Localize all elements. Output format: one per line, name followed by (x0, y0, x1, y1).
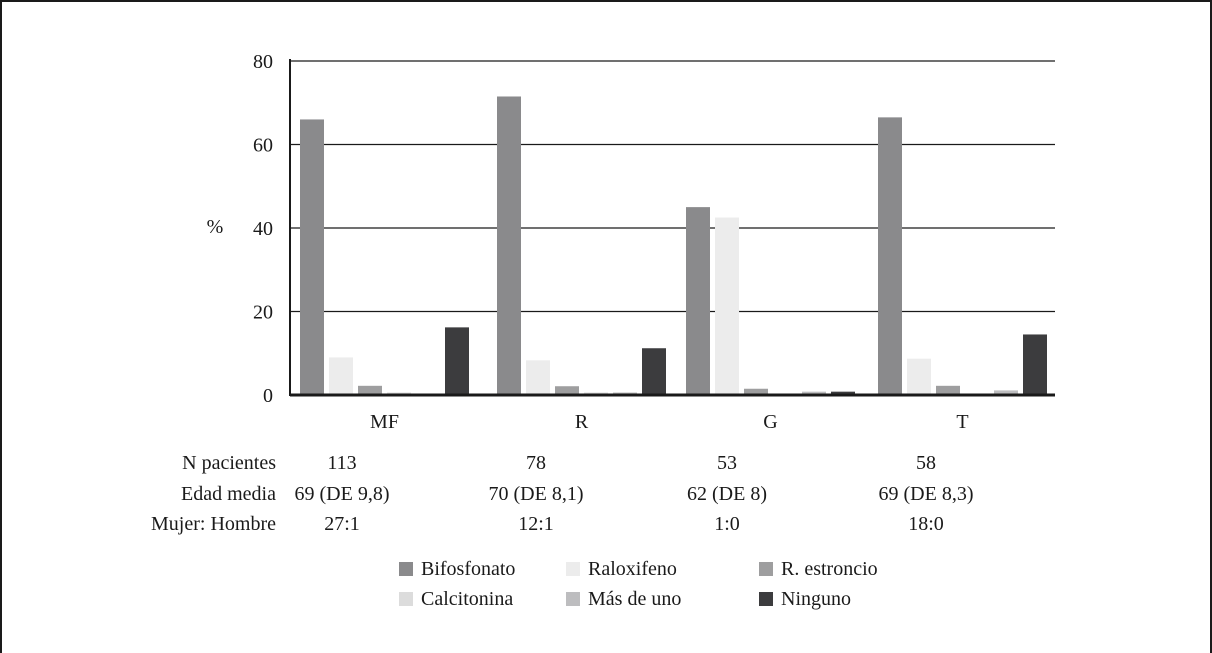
x-tick-label-r: R (575, 411, 589, 433)
y-tick-labels: 0 20 40 60 80 (253, 51, 273, 407)
y-tick-label: 0 (263, 385, 273, 407)
legend-label: R. estroncio (781, 558, 878, 580)
bar-r-raloxifeno (526, 360, 550, 395)
bar-r-ninguno (642, 348, 666, 395)
table-cell: 70 (DE 8,1) (489, 483, 584, 505)
bar-g-bifosfonato (686, 207, 710, 395)
gridlines (290, 60, 1055, 313)
x-tick-labels: MF R G T (370, 411, 969, 433)
bars (300, 96, 1047, 396)
legend: Bifosfonato Raloxifeno R. estroncio Calcito… (399, 558, 878, 610)
bar-t-mas-de-uno (994, 390, 1018, 395)
table-cell: 27:1 (324, 513, 360, 535)
table-row-label: N pacientes (182, 452, 276, 474)
bar-mf-raloxifeno (329, 357, 353, 395)
legend-swatch (566, 592, 580, 606)
bar-mf-r-estroncio (358, 385, 382, 395)
bar-r-r-estroncio (555, 386, 579, 395)
legend-label: Bifosfonato (421, 558, 515, 580)
legend-item-bifosfonato: Bifosfonato (399, 558, 515, 580)
y-tick-label: 60 (253, 135, 273, 157)
bar-t-r-estroncio (936, 385, 960, 395)
table-row-label: Edad media (181, 483, 276, 505)
bar-t-ninguno (1023, 334, 1047, 395)
bar-t-bifosfonato (878, 117, 902, 396)
legend-label: Más de uno (588, 588, 681, 610)
table-cell: 113 (327, 452, 356, 474)
legend-label: Calcitonina (421, 588, 513, 610)
bar-mf-bifosfonato (300, 119, 324, 395)
legend-item-raloxifeno: Raloxifeno (566, 558, 677, 580)
table-cell: 18:0 (908, 513, 944, 535)
legend-item-calcitonina: Calcitonina (399, 588, 513, 610)
legend-swatch (399, 562, 413, 576)
legend-label: Ninguno (781, 588, 851, 610)
bar-g-ninguno (831, 391, 855, 395)
legend-swatch (399, 592, 413, 606)
table-cell: 69 (DE 9,8) (295, 483, 390, 505)
y-tick-label: 80 (253, 51, 273, 73)
x-tick-label-t: T (956, 411, 968, 433)
legend-swatch (566, 562, 580, 576)
table-cell: 12:1 (518, 513, 554, 535)
table-cell: 1:0 (714, 513, 740, 535)
table-cell: 69 (DE 8,3) (879, 483, 974, 505)
table-row-label: Mujer: Hombre (151, 513, 276, 535)
legend-item-mas-de-uno: Más de uno (566, 588, 681, 610)
table-cell: 78 (526, 452, 546, 474)
table-cell: 62 (DE 8) (687, 483, 767, 505)
legend-swatch (759, 562, 773, 576)
bar-g-raloxifeno (715, 217, 739, 395)
summary-table: N pacientes 113 78 53 58 Edad media 69 (DE 9,8… (151, 452, 973, 535)
legend-item-ninguno: Ninguno (759, 588, 851, 610)
table-cell: 58 (916, 452, 936, 474)
x-tick-label-g: G (763, 411, 777, 433)
y-tick-label: 20 (253, 302, 273, 324)
y-axis-label: % (207, 216, 224, 238)
bar-r-bifosfonato (497, 96, 521, 396)
bar-g-mas-de-uno (802, 391, 826, 395)
bar-g-r-estroncio (744, 388, 768, 395)
bar-mf-ninguno (445, 327, 469, 395)
axes (289, 59, 1055, 397)
x-tick-label-mf: MF (370, 411, 399, 433)
legend-swatch (759, 592, 773, 606)
legend-label: Raloxifeno (588, 558, 677, 580)
legend-item-r-estroncio: R. estroncio (759, 558, 878, 580)
y-tick-label: 40 (253, 218, 273, 240)
table-cell: 53 (717, 452, 737, 474)
bar-t-raloxifeno (907, 358, 931, 395)
